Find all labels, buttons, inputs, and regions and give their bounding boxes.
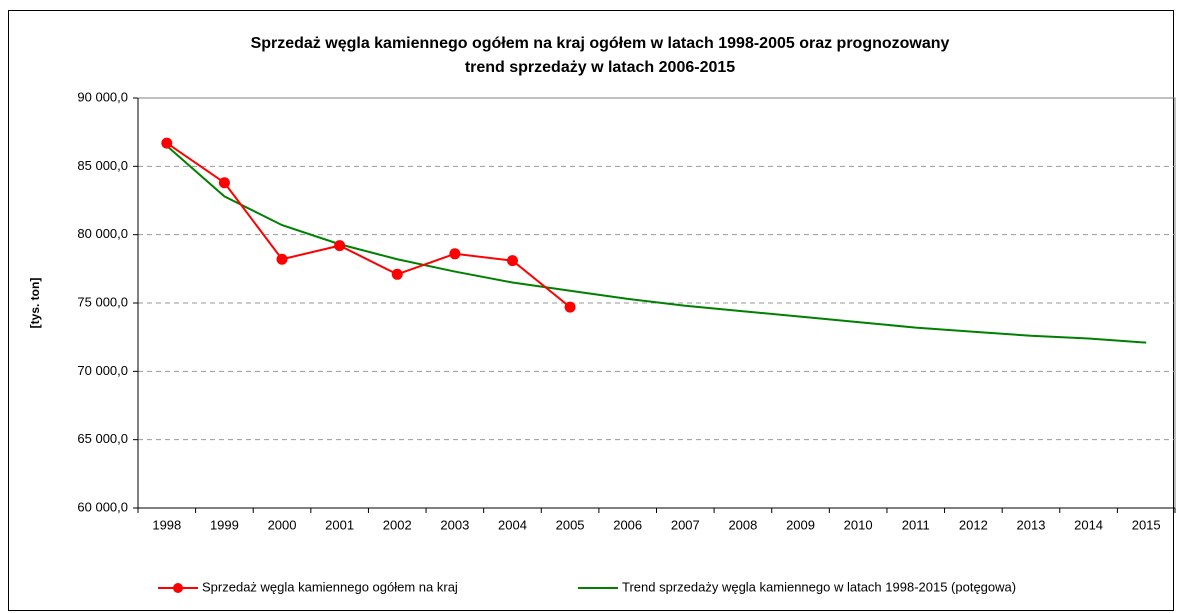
x-tick-label: 2014 — [1074, 517, 1103, 532]
y-tick-label: 85 000,0 — [77, 158, 128, 173]
y-axis-label: [tys. ton] — [28, 278, 42, 329]
x-tick-label: 2010 — [844, 517, 873, 532]
chart-border — [8, 10, 1174, 611]
x-tick-label: 2000 — [268, 517, 297, 532]
x-tick-label: 2002 — [383, 517, 412, 532]
data-point — [334, 240, 346, 252]
x-tick-label: 1998 — [152, 517, 181, 532]
series-line — [166, 142, 571, 308]
data-point — [564, 301, 576, 313]
chart-title: trend sprzedaży w latach 2006-2015 — [465, 59, 735, 76]
data-point — [391, 268, 403, 280]
x-tick-label: 1999 — [210, 517, 239, 532]
y-tick-label: 90 000,0 — [77, 89, 128, 104]
x-tick-label: 2003 — [440, 517, 469, 532]
chart-title: Sprzedaż węgla kamiennego ogółem na kraj… — [251, 35, 950, 52]
x-tick-label: 2001 — [325, 517, 354, 532]
data-point — [506, 255, 518, 267]
data-point — [276, 253, 288, 265]
x-tick-label: 2006 — [613, 517, 642, 532]
data-point — [161, 137, 173, 149]
x-tick-label: 2004 — [498, 517, 527, 532]
y-tick-label: 65 000,0 — [77, 431, 128, 446]
x-tick-label: 2012 — [959, 517, 988, 532]
data-point — [218, 177, 230, 189]
x-tick-label: 2013 — [1017, 517, 1046, 532]
x-tick-label: 2009 — [786, 517, 815, 532]
y-tick-label: 70 000,0 — [77, 363, 128, 378]
y-tick-label: 75 000,0 — [77, 294, 128, 309]
x-tick-label: 2015 — [1132, 517, 1161, 532]
x-tick-label: 2007 — [671, 517, 700, 532]
y-tick-label: 60 000,0 — [77, 499, 128, 514]
x-tick-label: 2011 — [902, 517, 930, 532]
y-tick-label: 80 000,0 — [77, 226, 128, 241]
x-tick-label: 2008 — [728, 517, 757, 532]
data-point — [449, 248, 461, 260]
legend-label: Sprzedaż węgla kamiennego ogółem na kraj — [202, 579, 458, 594]
legend-label: Trend sprzedaży węgla kamiennego w latac… — [622, 579, 1016, 594]
x-tick-label: 2005 — [556, 517, 585, 532]
legend-marker — [173, 583, 183, 593]
series-line — [166, 145, 1147, 344]
